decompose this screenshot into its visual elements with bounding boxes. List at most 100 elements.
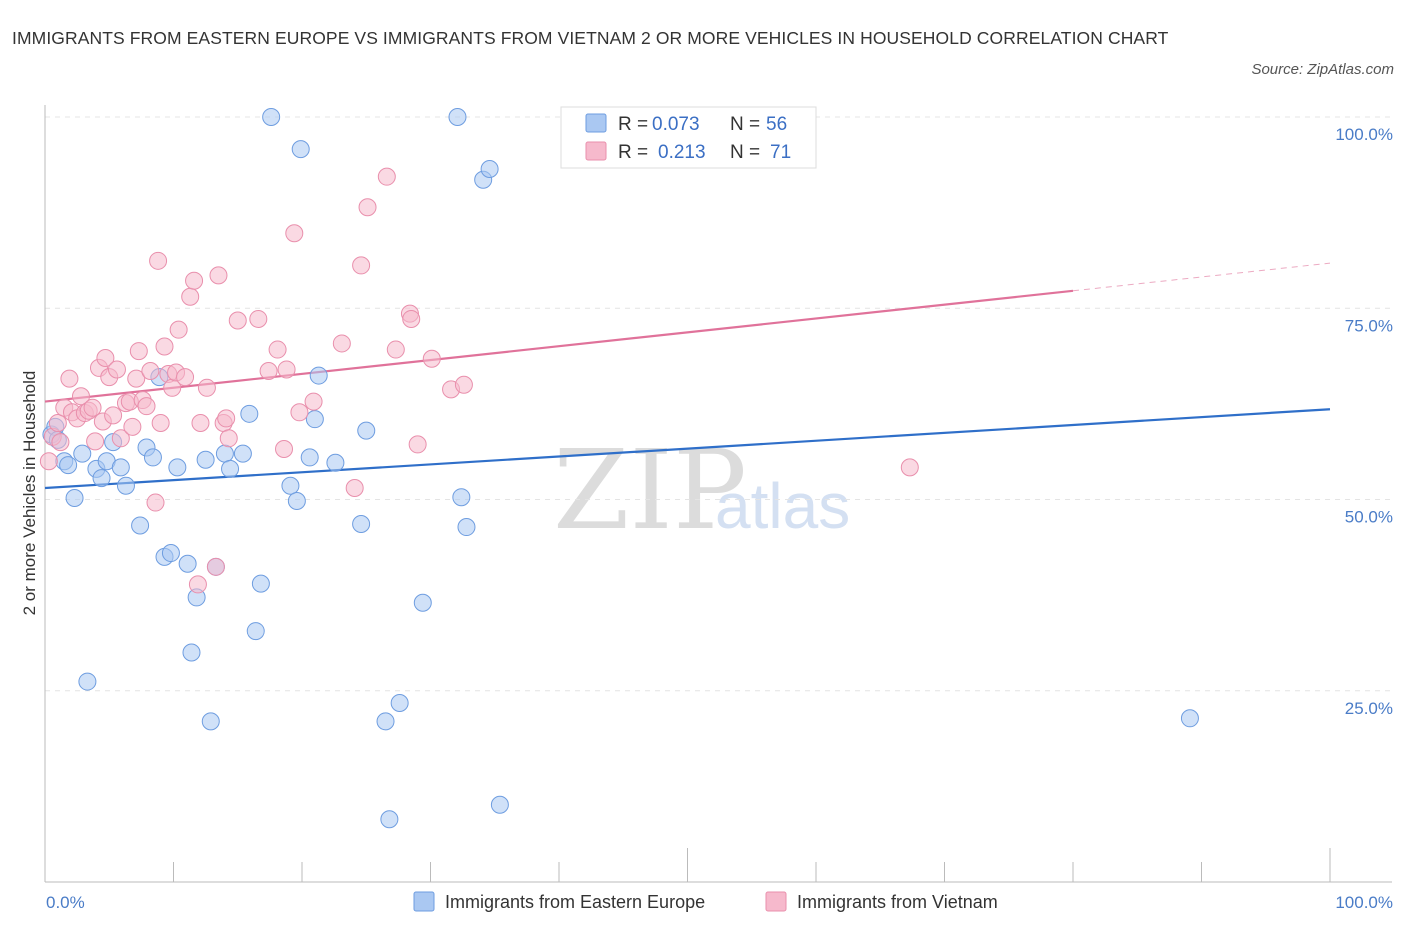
blue-point-19 bbox=[161, 544, 180, 563]
blue-point-52 bbox=[490, 795, 509, 814]
blue-point-35 bbox=[287, 492, 306, 511]
gridlines bbox=[45, 116, 1392, 692]
pink-point-63 bbox=[402, 309, 421, 328]
pink-point-31 bbox=[155, 337, 174, 356]
blue-point-22 bbox=[182, 643, 201, 662]
blue-point-55 bbox=[1180, 709, 1199, 728]
series-legend: Immigrants from Eastern Europe Immigrant… bbox=[413, 891, 998, 912]
pink-point-51 bbox=[275, 440, 294, 459]
pink-point-19 bbox=[111, 429, 130, 448]
pink-point-50 bbox=[268, 340, 287, 359]
series-vietnam-points bbox=[39, 167, 919, 594]
x-tick-label-right: 100.0% bbox=[1335, 893, 1393, 912]
pink-point-38 bbox=[185, 271, 204, 290]
legend-blue-n-value: 56 bbox=[766, 114, 787, 135]
bottom-legend-swatch-pink bbox=[765, 891, 787, 912]
x-tick-labels: 0.0% 100.0% bbox=[46, 893, 1393, 912]
pink-point-42 bbox=[206, 557, 225, 576]
pink-point-41 bbox=[197, 378, 216, 397]
legend-pink-n-value: 71 bbox=[770, 142, 791, 163]
pink-point-48 bbox=[249, 309, 268, 328]
blue-point-5 bbox=[65, 488, 84, 507]
legend-blue-r-value: 0.073 bbox=[652, 114, 700, 135]
pink-point-28 bbox=[146, 493, 165, 512]
pink-point-23 bbox=[127, 369, 146, 388]
y-tick-label-0: 25.0% bbox=[1345, 699, 1393, 718]
pink-point-40 bbox=[191, 414, 210, 432]
legend-blue-n-label: N = bbox=[730, 114, 760, 135]
pink-point-43 bbox=[209, 266, 228, 285]
pink-point-67 bbox=[454, 375, 473, 394]
blue-point-9 bbox=[92, 469, 111, 488]
blue-point-12 bbox=[111, 458, 130, 477]
y-axis-label: 2 or more Vehicles in Household bbox=[20, 371, 39, 616]
pink-point-8 bbox=[71, 387, 90, 406]
blue-point-13 bbox=[116, 476, 135, 495]
blue-point-44 bbox=[380, 810, 399, 829]
y-tick-label-1: 50.0% bbox=[1345, 508, 1393, 527]
blue-point-6 bbox=[73, 444, 92, 463]
blue-point-49 bbox=[457, 518, 476, 537]
pink-point-68 bbox=[900, 458, 919, 477]
pink-point-36 bbox=[176, 368, 195, 387]
blue-point-24 bbox=[196, 450, 215, 469]
pink-point-12 bbox=[86, 432, 105, 451]
pink-trend-line-extension bbox=[1072, 262, 1331, 292]
blue-trend-line bbox=[44, 408, 1331, 490]
pink-point-29 bbox=[149, 251, 168, 270]
y-tick-label-2: 75.0% bbox=[1345, 316, 1393, 335]
legend-pink-r-value: 0.213 bbox=[658, 142, 706, 163]
legend-blue-r-label: R = bbox=[618, 114, 648, 135]
legend-pink-n-label: N = bbox=[730, 142, 760, 163]
pink-point-56 bbox=[332, 334, 351, 353]
blue-point-37 bbox=[300, 448, 319, 467]
legend-swatch-blue bbox=[585, 113, 607, 133]
pink-point-54 bbox=[290, 403, 309, 422]
chart-source: Source: ZipAtlas.com bbox=[1251, 61, 1394, 78]
pink-point-0 bbox=[39, 452, 58, 471]
pink-point-26 bbox=[137, 397, 156, 416]
pink-point-57 bbox=[345, 479, 364, 498]
blue-point-46 bbox=[413, 593, 432, 612]
pink-point-53 bbox=[285, 224, 304, 243]
blue-point-25 bbox=[201, 712, 220, 731]
pink-point-3 bbox=[51, 433, 70, 452]
pink-point-39 bbox=[188, 575, 207, 594]
blue-point-4 bbox=[59, 456, 78, 475]
bottom-legend-blue-label: Immigrants from Eastern Europe bbox=[445, 892, 705, 912]
pink-point-11 bbox=[83, 398, 102, 417]
pink-point-59 bbox=[358, 198, 377, 217]
pink-point-24 bbox=[129, 342, 148, 361]
blue-point-28 bbox=[221, 459, 240, 478]
y-tick-label-3: 100.0% bbox=[1335, 125, 1393, 144]
blue-point-34 bbox=[281, 476, 300, 495]
series-eastern-europe-points bbox=[42, 108, 1199, 829]
blue-point-32 bbox=[251, 574, 270, 593]
pink-point-64 bbox=[408, 435, 427, 454]
blue-point-33 bbox=[262, 108, 281, 126]
pink-point-46 bbox=[219, 429, 238, 448]
blue-point-21 bbox=[178, 554, 197, 573]
trend-lines bbox=[44, 262, 1331, 490]
blue-point-30 bbox=[240, 404, 259, 423]
bottom-legend-swatch-blue bbox=[413, 891, 435, 912]
blue-point-16 bbox=[143, 448, 162, 467]
pink-point-47 bbox=[228, 311, 247, 330]
blue-point-45 bbox=[390, 693, 409, 712]
blue-point-47 bbox=[448, 108, 467, 126]
legend-pink-r-label: R = bbox=[618, 142, 648, 163]
x-tick-label-left: 0.0% bbox=[46, 893, 85, 912]
blue-point-31 bbox=[246, 622, 265, 641]
blue-point-29 bbox=[233, 444, 252, 463]
pink-point-15 bbox=[96, 348, 115, 367]
blue-point-51 bbox=[480, 160, 499, 179]
pink-point-49 bbox=[259, 361, 278, 380]
pink-point-58 bbox=[352, 256, 371, 275]
axes bbox=[44, 105, 1392, 883]
watermark-atlas: atlas bbox=[715, 470, 850, 542]
blue-point-14 bbox=[131, 516, 150, 535]
pink-point-37 bbox=[181, 287, 200, 306]
pink-point-61 bbox=[386, 340, 405, 359]
pink-point-2 bbox=[48, 414, 67, 432]
